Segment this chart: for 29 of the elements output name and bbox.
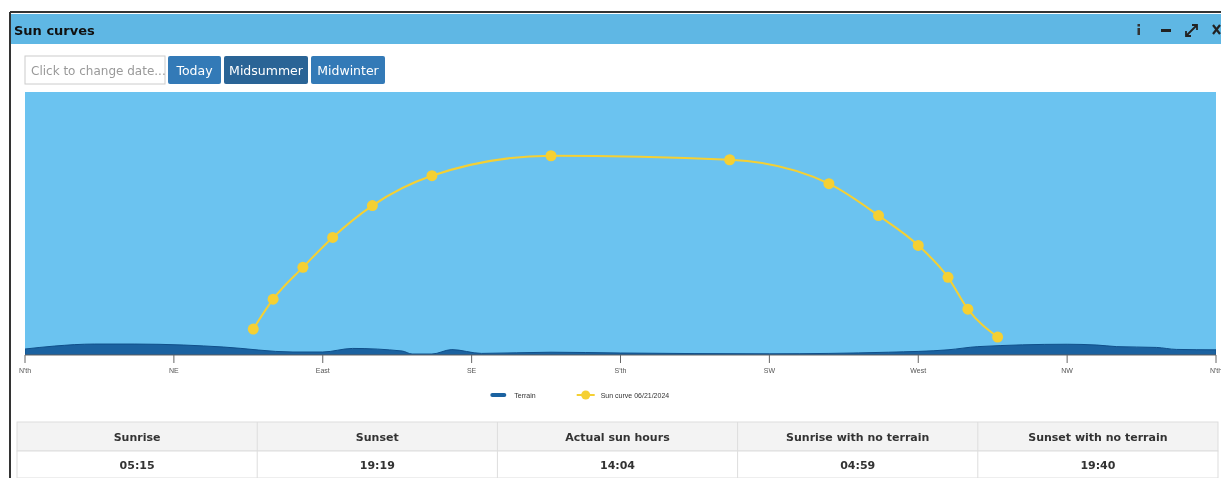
point	[873, 210, 885, 222]
point	[297, 261, 309, 273]
point	[426, 170, 438, 182]
text: Sunset with no terrain	[1028, 431, 1168, 444]
point	[942, 271, 954, 283]
text: Click to change date...	[31, 64, 166, 78]
text: Sunrise	[113, 431, 161, 444]
text: 05:15	[119, 459, 155, 472]
point	[962, 303, 974, 315]
text: 19:40	[1080, 459, 1116, 472]
text: Sunset	[355, 431, 399, 444]
point	[912, 239, 924, 251]
text: Midwinter	[317, 63, 380, 78]
point	[247, 323, 259, 335]
text: Actual sun hours	[565, 431, 671, 444]
point	[366, 200, 378, 212]
point	[327, 231, 339, 243]
text: 14:04	[599, 459, 636, 472]
point	[545, 150, 557, 162]
chart-title: Sun curves	[14, 23, 96, 38]
text: Today	[175, 63, 214, 78]
text: 04:59	[840, 459, 876, 472]
text: Sunrise with no terrain	[786, 431, 930, 444]
point	[267, 293, 279, 305]
text: 19:19	[359, 459, 395, 472]
point	[724, 154, 736, 166]
point	[992, 331, 1004, 343]
text: Midsummer	[229, 63, 304, 78]
point	[823, 178, 835, 190]
